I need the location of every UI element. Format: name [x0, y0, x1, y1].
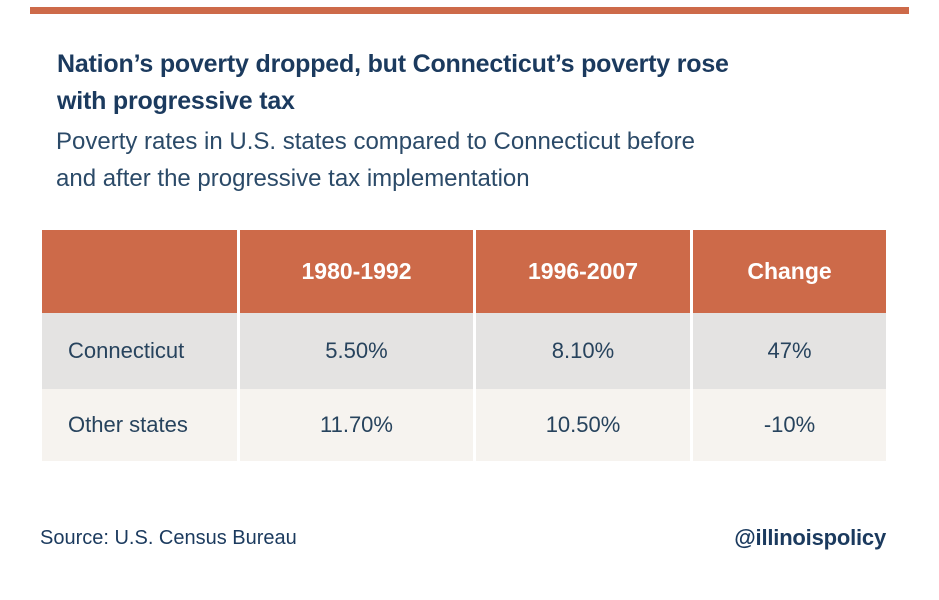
header-cell-change: Change: [690, 230, 886, 313]
table-header-row: 1980-1992 1996-2007 Change: [42, 230, 886, 313]
header-cell-period1: 1980-1992: [237, 230, 473, 313]
cell-value: 8.10%: [473, 313, 690, 389]
cell-value: 11.70%: [237, 389, 473, 461]
source-text: Source: U.S. Census Bureau: [40, 527, 297, 549]
chart-subtitle: Poverty rates in U.S. states compared to…: [56, 123, 916, 197]
chart-title-line2: with progressive tax: [57, 87, 295, 115]
cell-value: 47%: [690, 313, 886, 389]
row-label: Other states: [68, 412, 188, 437]
chart-subtitle-line2: and after the progressive tax implementa…: [56, 165, 530, 192]
row-label: Connecticut: [68, 338, 185, 363]
chart-title-line1: Nation’s poverty dropped, but Connecticu…: [57, 50, 729, 78]
header-cell-period2: 1996-2007: [473, 230, 690, 313]
top-accent-bar: [30, 7, 909, 14]
cell-value: -10%: [690, 389, 886, 461]
cell-value: 5.50%: [237, 313, 473, 389]
table-row-other-states: Other states 11.70% 10.50% -10%: [42, 389, 886, 461]
cell-value: 10.50%: [473, 389, 690, 461]
poverty-table: 1980-1992 1996-2007 Change Connecticut 5…: [42, 230, 886, 461]
chart-subtitle-line1: Poverty rates in U.S. states compared to…: [56, 128, 695, 155]
brand-handle: @illinoispolicy: [734, 525, 886, 550]
header-cell-blank: [42, 230, 237, 313]
chart-title: Nation’s poverty dropped, but Connecticu…: [57, 46, 917, 120]
table-row-connecticut: Connecticut 5.50% 8.10% 47%: [42, 313, 886, 389]
